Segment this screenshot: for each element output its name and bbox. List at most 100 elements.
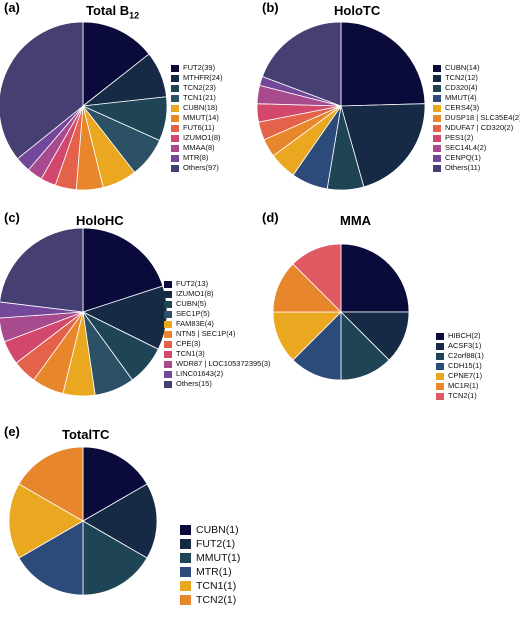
legend-swatch: [433, 154, 441, 162]
legend-swatch: [164, 300, 172, 308]
legend-label: MMAA(8): [183, 143, 215, 152]
legend-swatch: [164, 290, 172, 298]
legend-label: TCN2(12): [445, 73, 478, 82]
legend-label: Others(15): [176, 379, 212, 388]
legend-label: CENPQ(1): [445, 153, 481, 162]
legend-label: Others(11): [445, 163, 481, 172]
pie-slice-cubn-14: [340, 21, 426, 107]
legend-item: TCN2(1): [180, 593, 240, 607]
pie-slice-tcn2-12: [340, 103, 426, 188]
legend-label: FUT2(13): [176, 279, 209, 288]
legend-label: MTR(8): [183, 153, 209, 162]
legend-swatch: [164, 280, 172, 288]
legend-swatch: [171, 64, 179, 72]
legend-swatch: [433, 124, 441, 132]
legend-label: MTR(1): [196, 566, 232, 578]
legend-label: FUT6(11): [183, 123, 215, 132]
legend-swatch: [433, 84, 441, 92]
legend-swatch: [171, 94, 179, 102]
legend-swatch: [436, 362, 444, 370]
legend-label: PES1(2): [445, 133, 474, 142]
legend-item: MTR(8): [171, 153, 223, 163]
legend-swatch: [433, 144, 441, 152]
legend-swatch: [180, 595, 191, 605]
pie-slice-fut2-1: [82, 483, 158, 559]
legend-label: IZUMO1(8): [176, 289, 214, 298]
legend-label: NDUFA7 | CD320(2): [445, 123, 514, 132]
legend-item: CENPQ(1): [433, 153, 520, 163]
legend-item: SEC14L4(2): [433, 143, 520, 153]
legend-item: TCN2(1): [436, 391, 484, 401]
legend-swatch: [436, 332, 444, 340]
legend-label: MMUT(4): [445, 93, 477, 102]
legend-label: TCN2(23): [183, 83, 216, 92]
legend-swatch: [171, 74, 179, 82]
pie-slice-others-11: [261, 21, 342, 107]
legend-item: CUBN(18): [171, 103, 223, 113]
legend-label: MTHFR(24): [183, 73, 223, 82]
legend-label: CD320(4): [445, 83, 478, 92]
legend-swatch: [180, 553, 191, 563]
legend-item: FUT2(39): [171, 63, 223, 73]
legend-swatch: [433, 74, 441, 82]
legend-swatch: [180, 539, 191, 549]
panel-a-title-subscript: 12: [129, 10, 140, 21]
legend-item: TCN1(21): [171, 93, 223, 103]
legend-label: TCN2(1): [448, 391, 477, 400]
legend-label: WDR87 | LOC105372395(3): [176, 359, 271, 368]
legend-label: SEC14L4(2): [445, 143, 487, 152]
legend-swatch: [180, 525, 191, 535]
pie-slice-fut2-39: [82, 21, 150, 107]
legend-swatch: [180, 567, 191, 577]
legend-item: CERS4(3): [433, 103, 520, 113]
legend-label: CUBN(5): [176, 299, 207, 308]
legend-item: TCN2(23): [171, 83, 223, 93]
legend-label: FAM83E(4): [176, 319, 214, 328]
panel-e-label: (e): [4, 424, 20, 439]
pie-slice-hibch-2: [340, 243, 410, 313]
legend-swatch: [171, 84, 179, 92]
legend-swatch: [433, 104, 441, 112]
legend-swatch: [164, 330, 172, 338]
legend-swatch: [171, 104, 179, 112]
legend-label: CUBN(14): [445, 63, 480, 72]
panel-d-title: MMA: [340, 213, 372, 228]
legend-label: HIBCH(2): [448, 331, 481, 340]
legend-swatch: [433, 64, 441, 72]
panel-c-legend: FUT2(13) IZUMO1(8) CUBN(5) SEC1P(5) FAM83E(4…: [164, 279, 271, 389]
legend-label: CPNE7(1): [448, 371, 483, 380]
legend-label: LINC01643(2): [176, 369, 224, 378]
panel-d-label: (d): [262, 210, 279, 225]
legend-item: Others(97): [171, 163, 223, 173]
legend-swatch: [436, 372, 444, 380]
legend-item: CPE(3): [164, 339, 271, 349]
legend-item: ACSF3(1): [436, 341, 484, 351]
legend-swatch: [171, 154, 179, 162]
legend-swatch: [164, 360, 172, 368]
panel-a-label: (a): [4, 0, 20, 15]
legend-label: TCN2(1): [196, 594, 237, 606]
legend-swatch: [433, 134, 441, 142]
legend-item: FAM83E(4): [164, 319, 271, 329]
legend-swatch: [433, 164, 441, 172]
legend-label: TCN1(3): [176, 349, 205, 358]
legend-item: MTR(1): [180, 565, 240, 579]
legend-item: PES1(2): [433, 133, 520, 143]
pie-slice-mtr-1: [18, 520, 84, 596]
legend-item: NTN5 | SEC1P(4): [164, 329, 271, 339]
legend-item: MMUT(14): [171, 113, 223, 123]
legend-item: NDUFA7 | CD320(2): [433, 123, 520, 133]
legend-label: CUBN(18): [183, 103, 218, 112]
legend-swatch: [171, 164, 179, 172]
legend-swatch: [180, 581, 191, 591]
legend-item: Others(15): [164, 379, 271, 389]
panel-b-label: (b): [262, 0, 279, 15]
legend-swatch: [436, 392, 444, 400]
legend-swatch: [433, 94, 441, 102]
legend-item: FUT2(13): [164, 279, 271, 289]
legend-swatch: [171, 144, 179, 152]
legend-label: FUT2(39): [183, 63, 216, 72]
pie-slice-mmut-1: [82, 520, 148, 596]
legend-item: Others(11): [433, 163, 520, 173]
